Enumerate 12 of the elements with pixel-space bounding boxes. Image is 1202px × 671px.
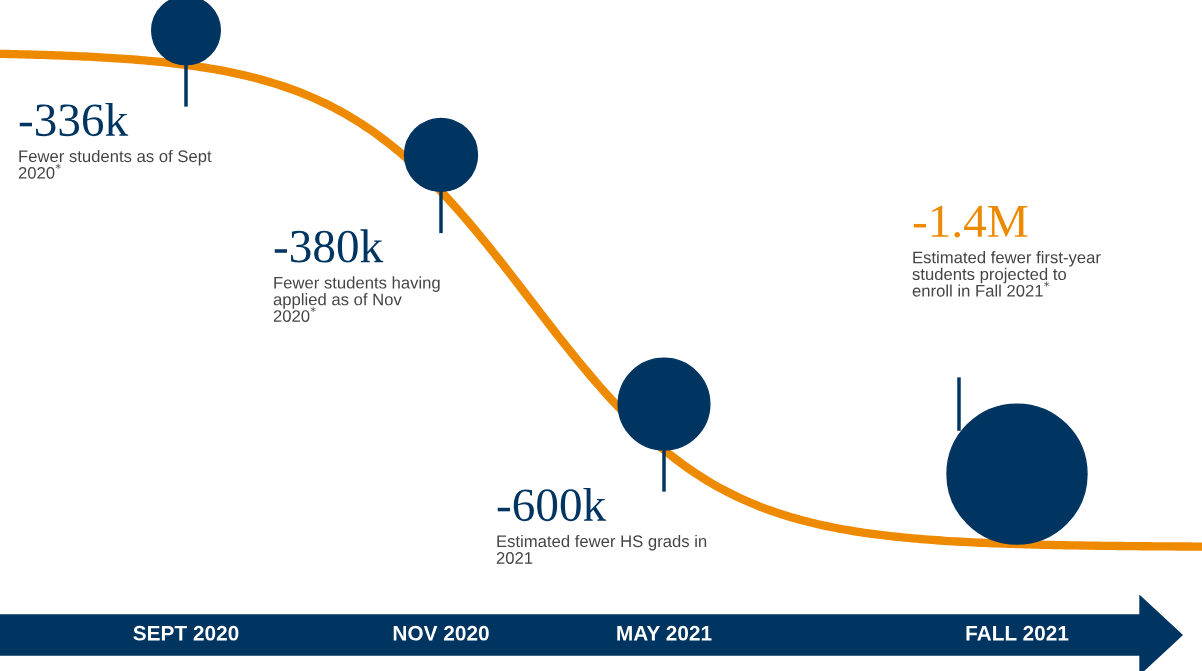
text: Estimated fewer first-year students projected to enroll in Fall 2021$^{*}$ xyxy=(912,251,1101,297)
category-label: SEPT 2020 xyxy=(133,625,239,641)
category-label: MAY 2021 xyxy=(617,625,712,641)
text: Estimated fewer HS grads in 2021 xyxy=(496,534,707,564)
data-label: -600k xyxy=(497,487,607,522)
category-label: FALL 2021 xyxy=(966,625,1069,641)
category-label: NOV 2020 xyxy=(393,625,489,641)
text: Fewer students having applied as of Nov 2020$^{*}$ xyxy=(273,276,440,322)
data-label: -336k xyxy=(19,102,129,137)
data-label: -380k xyxy=(274,229,384,263)
data-label: -1.4M xyxy=(913,205,1028,238)
text: Fewer students as of Sept 2020$^{*}$ xyxy=(18,149,212,179)
